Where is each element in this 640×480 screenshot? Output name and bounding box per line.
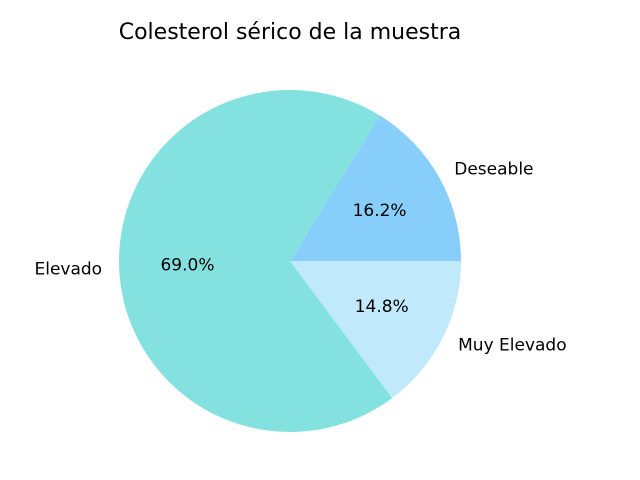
slice-percent-label: 14.8% [355,297,409,317]
pie-slice-elevado [119,90,393,433]
slice-percent-label: 16.2% [353,201,407,221]
pie-slices [119,90,461,433]
chart-title: Colesterol sérico de la muestra [119,20,462,45]
slice-label: Deseable [454,159,533,179]
slice-percent-label: 69.0% [160,256,214,276]
slice-label: Elevado [34,259,102,279]
pie-slice-deseable [290,115,461,261]
pie-labels: Deseable 16.2% Elevado 69.0% Muy Elevado 14.8… [34,159,566,355]
slice-label: Muy Elevado [458,335,567,355]
pie-slice-muy-elevado [290,261,461,399]
